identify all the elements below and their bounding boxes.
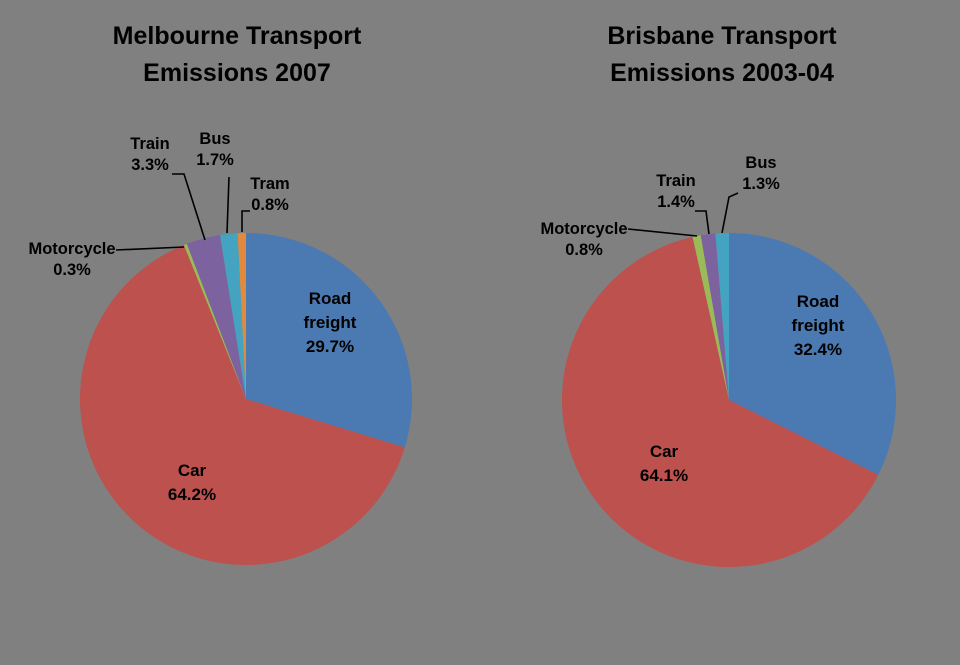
pie-slice-car	[561, 237, 879, 567]
pie-label-car: Car 64.1%	[640, 440, 688, 488]
pie-label-car-line1: Car	[177, 461, 207, 480]
pie-slice-car	[79, 245, 405, 565]
pie-label-bus: Bus 1.7%	[196, 129, 234, 171]
pie-label-motorcycle-line2: 0.8%	[565, 241, 603, 259]
pie-label-car: Car 64.2%	[168, 459, 216, 507]
pie-slice-train	[186, 235, 246, 399]
pie-label-motorcycle-line2: 0.3%	[53, 261, 91, 279]
leader-line-train	[695, 210, 710, 235]
leader-line-train	[172, 173, 206, 241]
chart-title-melbourne-line2: Emissions 2007	[143, 59, 331, 87]
leader-line-bus	[226, 176, 230, 234]
pie-label-road-freight-line2: freight	[791, 316, 845, 335]
pie-label-bus-line2: 1.7%	[196, 151, 234, 169]
pie-label-train-line1: Train	[130, 135, 170, 153]
pie-label-motorcycle-line1: Motorcycle	[540, 220, 628, 238]
pie-label-car-line2: 64.2%	[167, 485, 217, 504]
pie-label-road-freight: Road freight 29.7%	[304, 287, 357, 359]
leader-line-bus	[721, 192, 739, 234]
pie-label-car-line1: Car	[649, 442, 679, 461]
pie-slice-motorcycle	[692, 235, 729, 400]
pie-label-bus-line2: 1.3%	[742, 175, 780, 193]
pie-slice-road-freight	[246, 233, 412, 448]
chart-title-brisbane-line2: Emissions 2003-04	[610, 59, 834, 87]
chart-title-melbourne-line1: Melbourne Transport	[112, 22, 362, 50]
pie-slice-train	[700, 233, 729, 400]
pie-slice-tram	[237, 233, 246, 399]
pie-label-bus-line1: Bus	[199, 130, 231, 148]
pie-label-motorcycle: Motorcycle 0.3%	[28, 239, 115, 281]
pie-label-road-freight-line1: Road	[796, 292, 840, 311]
leader-line-tram	[241, 210, 250, 232]
pie-label-train-line1: Train	[656, 172, 696, 190]
chart-title-melbourne: Melbourne Transport Emissions 2007	[113, 18, 362, 92]
pie-label-road-freight: Road freight 32.4%	[792, 290, 845, 362]
pie-label-motorcycle: Motorcycle 0.8%	[540, 219, 627, 261]
pie-label-road-freight-line1: Road	[308, 289, 352, 308]
pie-label-bus-line1: Bus	[745, 154, 777, 172]
pie-label-road-freight-line3: 29.7%	[305, 337, 355, 356]
pie-label-road-freight-line2: freight	[303, 313, 357, 332]
pie-label-bus: Bus 1.3%	[742, 153, 780, 195]
pie-label-train: Train 1.4%	[656, 171, 695, 213]
pie-label-train-line2: 3.3%	[131, 156, 169, 174]
pie-label-road-freight-line3: 32.4%	[793, 340, 843, 359]
pie-label-car-line2: 64.1%	[639, 466, 689, 485]
leader-line-motorcycle	[115, 246, 185, 251]
chart-title-brisbane: Brisbane Transport Emissions 2003-04	[607, 18, 836, 92]
pie-label-train-line2: 1.4%	[657, 193, 695, 211]
pie-label-motorcycle-line1: Motorcycle	[28, 240, 116, 258]
pie-label-train: Train 3.3%	[130, 134, 169, 176]
pie-slice-motorcycle	[183, 243, 246, 399]
pie-label-tram: Tram 0.8%	[250, 174, 289, 216]
pie-slice-bus	[715, 233, 729, 400]
leader-line-motorcycle	[627, 228, 698, 237]
pie-slice-bus	[220, 233, 246, 399]
chart-title-brisbane-line1: Brisbane Transport	[607, 22, 837, 50]
pie-label-tram-line2: 0.8%	[251, 196, 289, 214]
pie-label-tram-line1: Tram	[250, 175, 290, 193]
pie-slice-road-freight	[729, 233, 896, 475]
